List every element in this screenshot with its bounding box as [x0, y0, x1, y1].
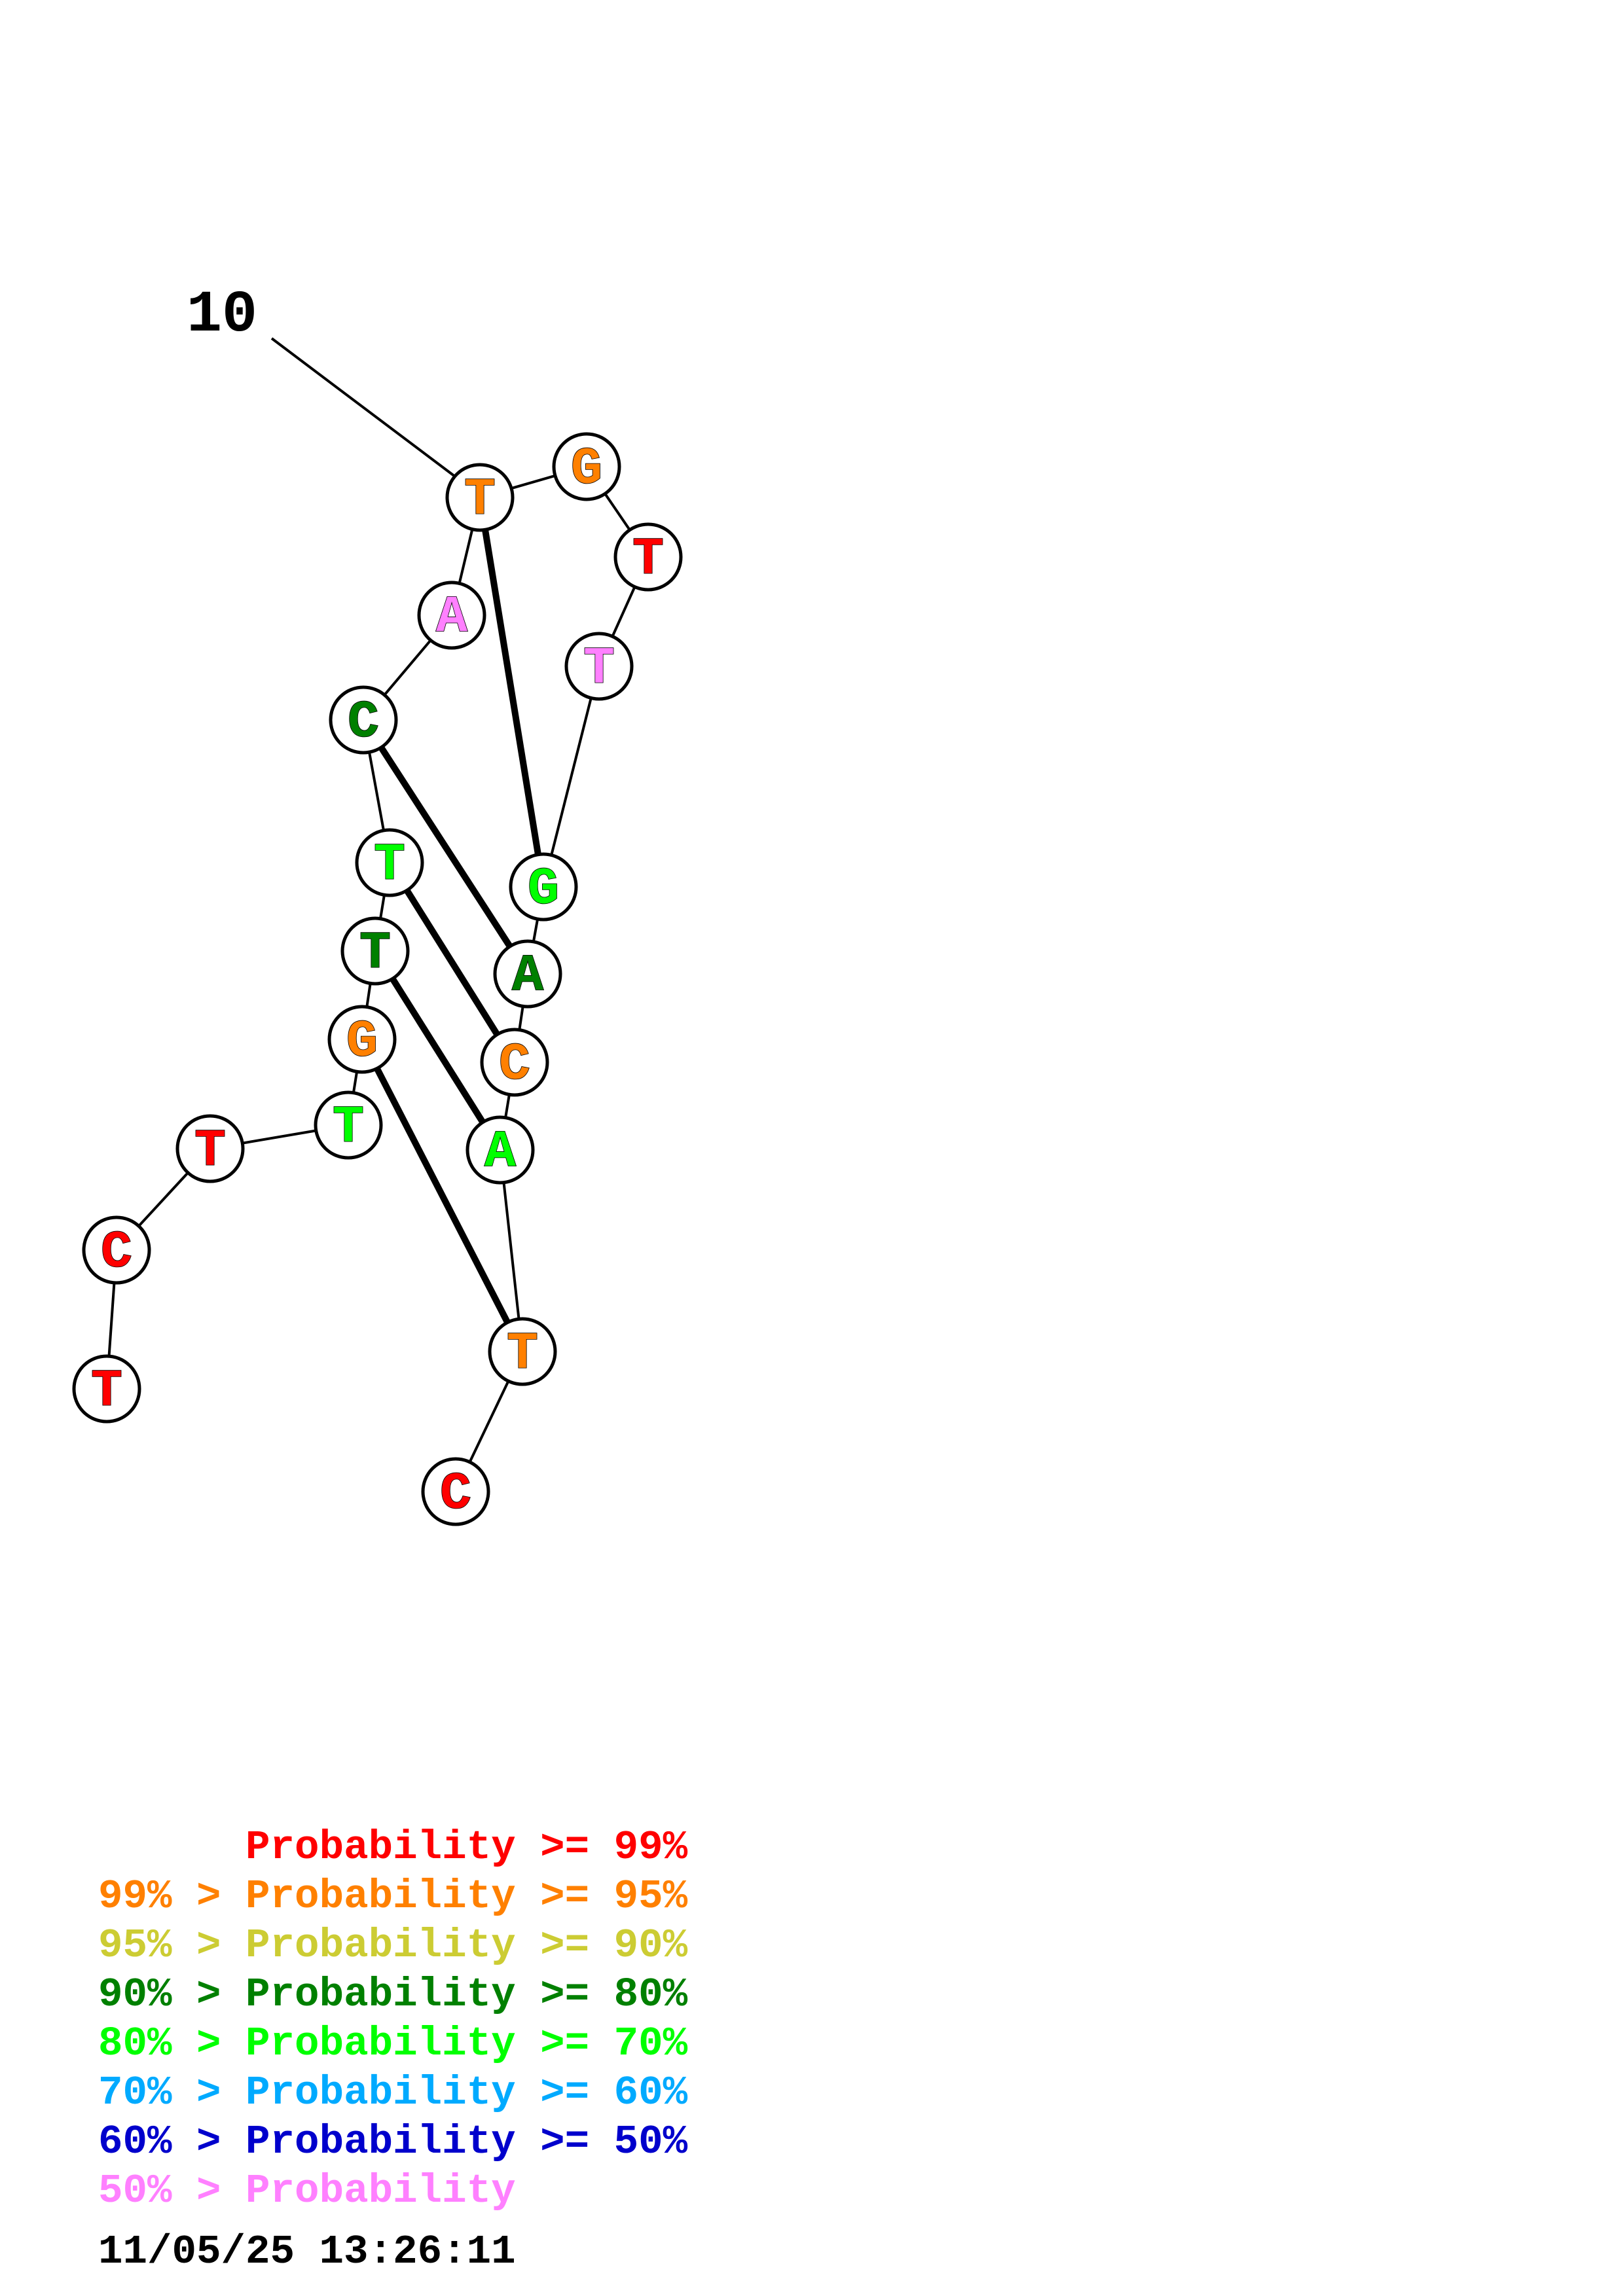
nucleotide: C — [329, 685, 398, 755]
nucleotide: T — [564, 632, 634, 701]
legend-row: 70% > Probability >= 60% — [98, 2068, 687, 2117]
nucleotide-letter: T — [91, 1362, 122, 1422]
nucleotide: T — [445, 463, 515, 532]
nucleotide-circle — [613, 522, 683, 592]
nucleotide-circle — [72, 1354, 141, 1424]
legend-row: 50% > Probability — [98, 2166, 687, 2215]
legend-prefix: 99% > — [98, 1873, 246, 1920]
legend-prefix: 90% > — [98, 1971, 246, 2018]
nucleotide-circle — [509, 852, 578, 922]
nucleotide-letter: G — [528, 860, 559, 920]
nucleotide-circle — [175, 1114, 245, 1183]
base-pair-bond — [386, 861, 518, 1064]
nucleotide: G — [327, 1005, 397, 1074]
nucleotide-circle — [552, 432, 621, 501]
legend-row: 95% > Probability >= 90% — [98, 1921, 687, 1970]
legend-text: Probability — [246, 2168, 516, 2214]
nucleotide-letter: G — [571, 440, 602, 499]
nucleotide-circle — [355, 828, 424, 897]
nucleotide-circle — [329, 685, 398, 755]
nucleotide: C — [421, 1457, 490, 1526]
nucleotide: C — [480, 1028, 549, 1097]
nucleotide-circle — [564, 632, 634, 701]
nucleotide-letter: C — [499, 1035, 530, 1095]
legend-text: Probability >= 50% — [246, 2119, 688, 2165]
legend-text: Probability >= 99% — [246, 1824, 688, 1871]
nucleotide-circle — [493, 939, 562, 1009]
nucleotide-circle — [445, 463, 515, 532]
nucleotide: T — [488, 1317, 557, 1386]
legend-prefix — [98, 1824, 246, 1871]
backbone-segment — [542, 666, 600, 888]
legend-text: Probability >= 95% — [246, 1873, 688, 1920]
nucleotide-letter: C — [440, 1465, 471, 1524]
nucleotide: G — [552, 432, 621, 501]
nucleotide: T — [175, 1114, 245, 1183]
nucleotide-circle — [314, 1090, 383, 1160]
nucleotide: T — [72, 1354, 141, 1424]
base-pair-bond — [477, 497, 547, 888]
nucleotide-circle — [327, 1005, 397, 1074]
nucleotide: C — [82, 1215, 151, 1285]
nucleotide: T — [314, 1090, 383, 1160]
nucleotide-circle — [340, 916, 410, 986]
legend-prefix: 50% > — [98, 2168, 246, 2214]
legend-row: 90% > Probability >= 80% — [98, 1970, 687, 2019]
legend-prefix: 80% > — [98, 2020, 246, 2067]
nucleotide-letter: T — [583, 639, 615, 699]
legend-row: 80% > Probability >= 70% — [98, 2019, 687, 2068]
index-leader-line — [270, 337, 456, 478]
legend-text: Probability >= 90% — [246, 1922, 688, 1969]
nucleotide: A — [465, 1115, 535, 1185]
legend-row: Probability >= 99% — [98, 1823, 687, 1872]
nucleotide-letter: T — [333, 1098, 364, 1158]
legend-prefix: 60% > — [98, 2119, 246, 2165]
nucleotide-letter: A — [436, 588, 468, 648]
base-pair-bonds — [359, 497, 547, 1354]
nucleotide: T — [340, 916, 410, 986]
legend-row: 60% > Probability >= 50% — [98, 2117, 687, 2166]
nucleotide-letter: A — [484, 1123, 517, 1183]
nucleotide-letter: T — [194, 1122, 226, 1181]
nucleotide-letter: C — [348, 693, 379, 753]
nucleotide-letter: T — [507, 1325, 538, 1384]
base-pair-bond — [360, 718, 531, 976]
index-label: 10 — [187, 282, 257, 349]
legend-row: 99% > Probability >= 95% — [98, 1872, 687, 1921]
nucleotide-letter: A — [512, 947, 544, 1007]
legend-text: Probability >= 70% — [246, 2020, 688, 2067]
timestamp: 11/05/25 13:26:11 — [98, 2229, 516, 2275]
base-pair-bond — [359, 1037, 526, 1354]
nucleotide-letter: T — [374, 836, 405, 895]
nucleotide-letter: C — [101, 1223, 132, 1283]
nucleotide-circle — [82, 1215, 151, 1285]
nucleotide: A — [417, 581, 486, 650]
legend-text: Probability >= 60% — [246, 2070, 688, 2116]
legend-prefix: 95% > — [98, 1922, 246, 1969]
nucleotide-circle — [421, 1457, 490, 1526]
nucleotide: A — [493, 939, 562, 1009]
legend-text: Probability >= 80% — [246, 1971, 688, 2018]
nucleotide-letter: T — [632, 530, 664, 590]
nucleotide-letter: G — [346, 1013, 378, 1072]
nucleotide-circle — [417, 581, 486, 650]
nucleotide-circle — [465, 1115, 535, 1185]
nucleotide-letter: T — [464, 471, 496, 530]
base-pair-bond — [372, 949, 503, 1152]
nucleotide-letter: T — [359, 924, 391, 984]
nucleotide-circle — [480, 1028, 549, 1097]
probability-legend: Probability >= 99% 99% > Probability >= 9… — [98, 1823, 687, 2215]
nucleotide: T — [355, 828, 424, 897]
legend-prefix: 70% > — [98, 2070, 246, 2116]
nucleotide-circle — [488, 1317, 557, 1386]
nucleotide: G — [509, 852, 578, 922]
nucleotide: T — [613, 522, 683, 592]
